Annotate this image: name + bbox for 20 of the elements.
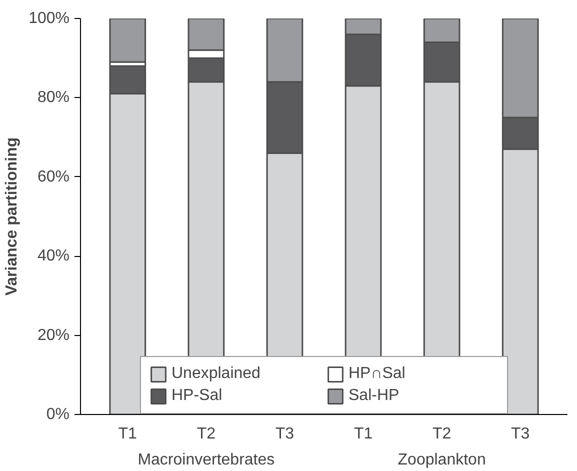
x-tick-label: T1 [118,426,138,442]
y-tick-label: 40% [37,248,70,265]
x-tick-label: T3 [511,426,530,442]
text: Zooplankton [398,452,486,468]
legend-label: Sal-HP [348,387,400,405]
legend-label: Unexplained [172,365,262,383]
legend-label: HP-Sal [172,387,224,405]
x-tick-label: T2 [432,426,452,442]
y-tick-label: 0% [46,406,70,423]
legend-label: HP∩Sal [348,365,406,383]
bar [109,18,146,63]
y-tick-label: 100% [28,10,70,27]
x-tick-label: T1 [354,426,373,442]
x-tick-label: T3 [275,426,294,442]
y-axis-title: Variance partitioning [4,137,21,296]
x-tick-label: T2 [196,426,216,442]
y-tick-label: 80% [37,89,70,106]
text: Macroinvertebrates [138,452,275,468]
y-tick-label: 20% [37,326,70,344]
y-tick-label: 60% [37,168,70,186]
